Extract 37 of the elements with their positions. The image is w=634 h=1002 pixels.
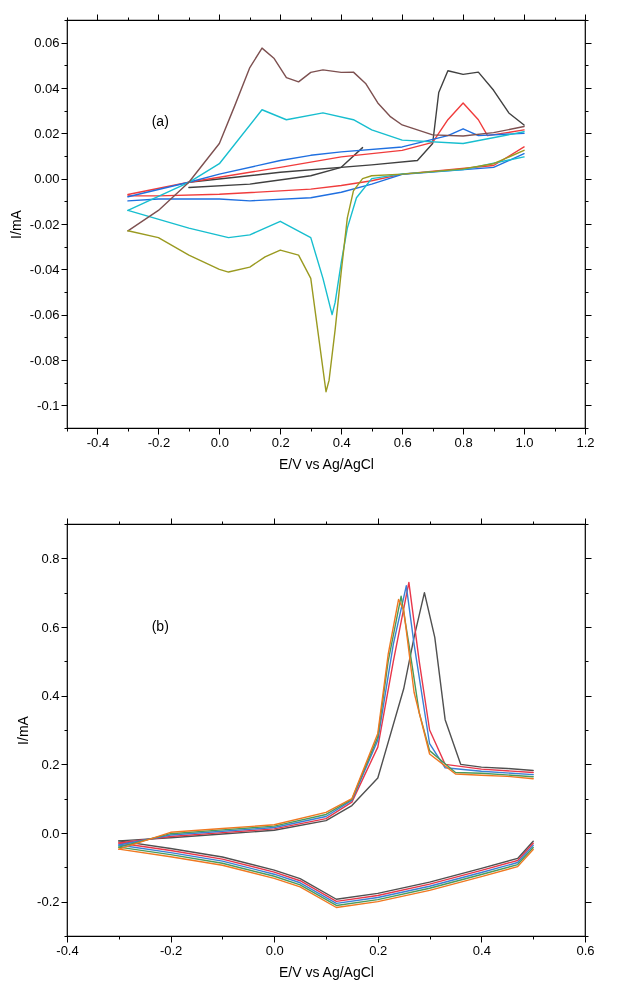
- y-tick-label: -0.04: [29, 261, 60, 277]
- x-tick-label: 1.0: [515, 434, 534, 450]
- x-tick-label: 1.2: [576, 434, 595, 450]
- y-tick-label: 0.4: [41, 688, 60, 704]
- y-tick-label: 0.6: [41, 619, 60, 635]
- x-axis-title: E/V vs Ag/AgCl: [279, 963, 374, 980]
- x-tick-label: -0.4: [56, 942, 79, 958]
- line-series: [127, 153, 525, 202]
- annotation: (b): [151, 618, 169, 634]
- y-tick-label: -0.08: [29, 352, 60, 368]
- y-axis-title: I/mA: [15, 715, 32, 745]
- x-tick-label: 0.8: [454, 434, 473, 450]
- y-tick-label: 0.2: [41, 756, 60, 772]
- y-tick-label: 0.02: [34, 125, 60, 141]
- x-tick-label: 0.2: [271, 434, 290, 450]
- x-tick-label: 0.4: [472, 942, 491, 958]
- y-tick-label: 0.8: [41, 550, 60, 566]
- y-tick-label: -0.06: [29, 307, 60, 323]
- x-tick-label: -0.4: [86, 434, 110, 450]
- x-tick-label: 0.6: [576, 942, 595, 958]
- y-tick-label: 0.0: [41, 825, 60, 841]
- annotation: (a): [151, 113, 169, 129]
- x-tick-label: 0.2: [369, 942, 388, 958]
- y-tick-label: -0.1: [37, 397, 60, 413]
- x-tick-label: 0.0: [265, 942, 284, 958]
- y-tick-label: 0.06: [34, 35, 60, 51]
- x-tick-label: 0.6: [393, 434, 412, 450]
- y-tick-label: 0.00: [34, 171, 60, 187]
- y-tick-label: -0.2: [37, 894, 60, 910]
- x-tick-label: 0.4: [332, 434, 351, 450]
- x-tick-label: -0.2: [147, 434, 171, 450]
- x-tick-label: -0.2: [159, 942, 183, 958]
- y-tick-label: -0.02: [29, 216, 60, 232]
- x-tick-label: 0.0: [210, 434, 229, 450]
- y-axis-title: I/mA: [7, 209, 24, 239]
- x-axis-title: E/V vs Ag/AgCl: [279, 455, 374, 472]
- y-tick-label: 0.04: [34, 80, 60, 96]
